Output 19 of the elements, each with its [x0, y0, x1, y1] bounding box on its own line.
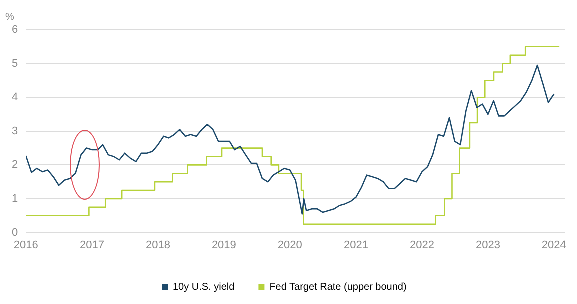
x-tick-label: 2016 — [14, 239, 38, 252]
y-tick-label: 1 — [12, 193, 18, 206]
x-tick-label: 2022 — [410, 239, 434, 252]
x-tick-label: 2017 — [80, 239, 104, 252]
legend-label: Fed Target Rate (upper bound) — [270, 282, 407, 293]
y-tick-label: 3 — [12, 125, 18, 138]
x-tick-label: 2021 — [344, 239, 369, 252]
x-tick-label: 2018 — [146, 239, 170, 252]
y-tick-label: 5 — [12, 58, 18, 70]
y-tick-label: 4 — [12, 92, 18, 104]
x-tick-label: 2019 — [212, 239, 236, 252]
legend-label: 10y U.S. yield — [173, 282, 235, 293]
x-tick-label: 2023 — [476, 239, 500, 252]
y-tick-label: 2 — [12, 159, 18, 172]
x-tick-label: 2020 — [278, 239, 302, 252]
y-tick-label: 0 — [12, 226, 18, 239]
x-tick-label: 2024 — [542, 239, 566, 252]
y-axis-title: % — [6, 12, 15, 23]
y-tick-label: 6 — [12, 24, 18, 36]
